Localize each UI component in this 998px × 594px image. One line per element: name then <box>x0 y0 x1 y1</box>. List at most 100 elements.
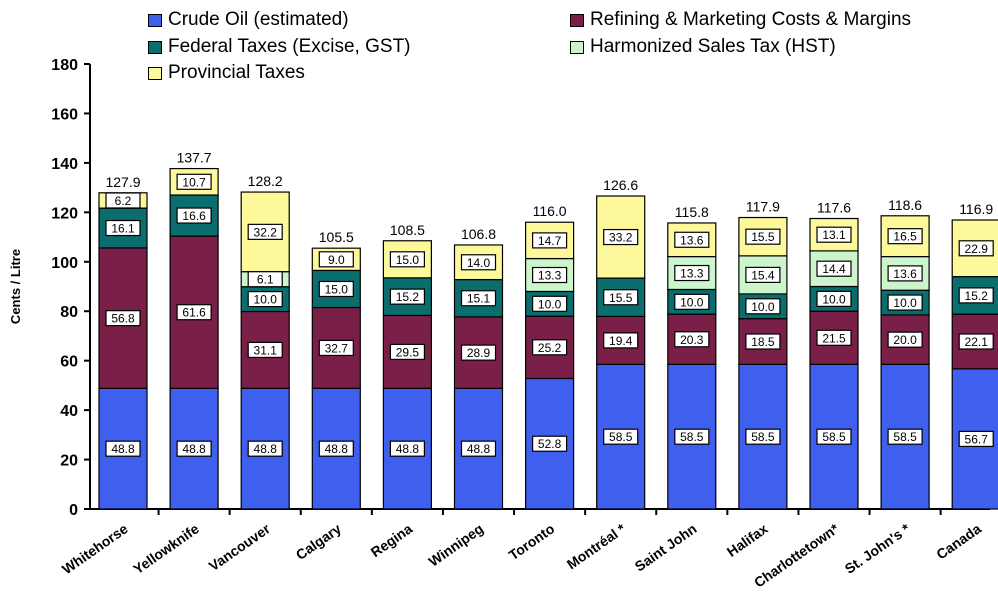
segment-label-box <box>745 298 781 315</box>
segment-label-box <box>745 266 781 283</box>
segment-label-box <box>603 228 639 246</box>
segment-label-box <box>745 428 781 445</box>
bar-total-label: 105.5 <box>319 229 354 245</box>
x-category-label: Vancouver <box>206 520 274 574</box>
x-category-label: Toronto <box>506 520 558 563</box>
segment-label-box <box>389 343 425 360</box>
y-tick-label: 140 <box>51 156 78 173</box>
segment-label-box <box>531 232 568 249</box>
segment-label-box <box>176 173 212 190</box>
segment-label-box <box>247 341 283 359</box>
segment-label-box <box>531 295 568 312</box>
bar-total-label: 126.6 <box>603 177 638 193</box>
segment-label: 6.1 <box>257 273 274 287</box>
segment-label: 13.6 <box>893 267 917 281</box>
segment-label: 10.0 <box>680 295 704 309</box>
segment-label-box <box>460 344 497 361</box>
bar-total-label: 116.0 <box>533 203 567 219</box>
segment-label-box <box>176 304 212 321</box>
legend-item-crude-oil: Crude Oil (estimated) <box>148 9 349 31</box>
legend-item-provincial-taxes: Provincial Taxes <box>148 62 305 84</box>
segment-label: 16.5 <box>893 230 917 244</box>
segment-label: 15.1 <box>467 292 491 306</box>
segment-label-box <box>745 228 781 245</box>
segment-label-box <box>958 287 994 304</box>
segment-label-box <box>958 240 994 257</box>
segment-label: 58.5 <box>751 430 775 444</box>
segment-label: 32.2 <box>254 225 278 239</box>
segment-label: 10.0 <box>254 293 278 307</box>
segment-label: 10.0 <box>822 292 846 306</box>
segment-label-box <box>816 428 852 445</box>
segment-label-box <box>603 332 639 349</box>
segment-label-box <box>674 231 710 248</box>
legend-label-hst: Harmonized Sales Tax (HST) <box>590 36 836 57</box>
segment-label-box <box>247 223 283 240</box>
segment-label: 28.9 <box>467 346 491 360</box>
x-category-label: Winnipeg <box>426 520 487 569</box>
segment-label: 15.5 <box>609 291 633 305</box>
segment-label: 61.6 <box>182 306 206 320</box>
y-tick-label: 180 <box>51 57 78 74</box>
segment-label-box <box>603 289 639 306</box>
segment-label-box <box>887 228 923 245</box>
segment-label-box <box>887 265 923 282</box>
y-tick-label: 20 <box>60 453 78 470</box>
legend-item-hst: Harmonized Sales Tax (HST) <box>570 36 836 58</box>
x-category-label: St. John's * <box>842 520 914 577</box>
segment-label: 10.0 <box>538 297 562 311</box>
segment-label: 10.0 <box>751 300 775 314</box>
y-tick-label: 160 <box>51 106 78 123</box>
segment-label: 25.2 <box>538 341 562 355</box>
segment-label: 15.2 <box>965 289 989 303</box>
segment-label: 20.0 <box>893 333 917 347</box>
segment-label-box <box>674 264 710 282</box>
bar-total-label: 127.9 <box>105 174 140 190</box>
segment-label-box <box>816 260 852 277</box>
segment-label: 10.7 <box>182 175 206 189</box>
segment-label-box <box>247 440 283 457</box>
segment-label-box <box>531 266 568 284</box>
legend-item-refining: Refining & Marketing Costs & Margins <box>570 9 911 31</box>
segment-label-box <box>674 293 710 310</box>
segment-label: 58.5 <box>822 430 846 444</box>
x-category-label: Calgary <box>293 520 344 563</box>
bars <box>98 167 998 510</box>
bar-total-label: 115.8 <box>675 204 709 220</box>
legend-item-federal-taxes: Federal Taxes (Excise, GST) <box>148 36 411 58</box>
segment-label-box <box>318 339 354 357</box>
segment-label-box <box>318 440 354 457</box>
x-category-label: Yellowknife <box>130 520 202 577</box>
legend-swatch-refining <box>570 13 584 27</box>
segment-label-box <box>176 207 212 224</box>
segment-label-box <box>247 271 283 288</box>
segment-label: 22.1 <box>965 335 989 349</box>
segment-label: 15.0 <box>396 253 420 267</box>
segment-label: 22.9 <box>965 242 989 256</box>
segment-label-box <box>318 280 354 298</box>
segment-label: 32.7 <box>325 341 349 355</box>
segment-label-box <box>674 331 710 348</box>
segment-label: 13.1 <box>822 228 846 242</box>
y-axis-label: Cents / Litre <box>8 249 23 324</box>
legend-swatch-provincial-taxes <box>148 66 162 80</box>
segment-label-box <box>887 294 923 311</box>
segment-label: 20.3 <box>680 333 704 347</box>
bar-total-label: 137.7 <box>177 150 212 166</box>
segment-label-box <box>887 428 923 445</box>
segment-label-box <box>105 219 141 237</box>
segment-label-box <box>389 440 425 457</box>
segment-label: 48.8 <box>254 442 278 456</box>
segment-label: 29.5 <box>396 345 420 359</box>
bar-total-label: 117.6 <box>817 200 851 216</box>
y-tick-label: 100 <box>51 255 78 272</box>
y-tick-label: 0 <box>69 502 78 519</box>
segment-label: 16.1 <box>111 222 135 236</box>
segment-label: 58.5 <box>893 430 917 444</box>
segment-label: 14.4 <box>822 262 846 276</box>
segment-label: 14.7 <box>538 234 562 248</box>
x-category-label: Regina <box>368 520 416 560</box>
legend-label-provincial-taxes: Provincial Taxes <box>168 62 305 83</box>
segment-label: 13.6 <box>680 233 704 247</box>
